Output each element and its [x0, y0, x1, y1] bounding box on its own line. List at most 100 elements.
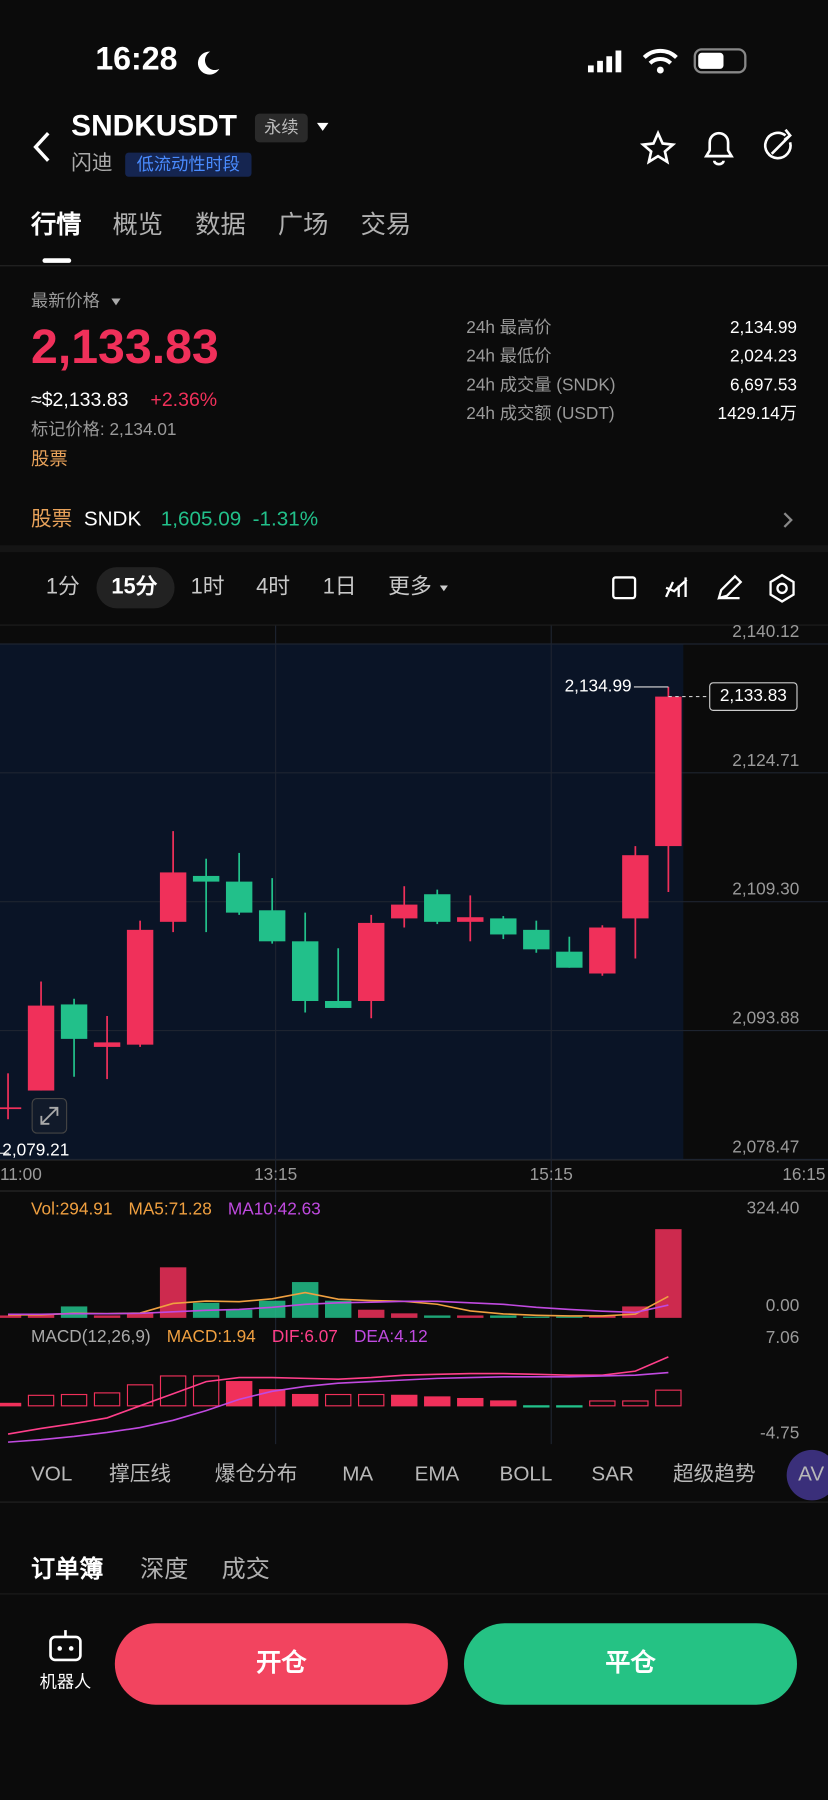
- stat-value: 2,134.99: [730, 317, 797, 337]
- interval[interactable]: 1时: [191, 574, 225, 599]
- robot-eye: [57, 1646, 63, 1651]
- tab[interactable]: 行情: [30, 210, 82, 239]
- toolbar-icons: [612, 573, 795, 603]
- y-tick-label: 2,109.30: [732, 879, 799, 899]
- stat-label: 24h 成交量 (SNDK): [466, 374, 615, 394]
- macd-bar: [589, 1400, 616, 1407]
- mark-price: 标记价格: 2,134.01: [31, 419, 176, 439]
- price-change: +2.36%: [150, 389, 217, 411]
- open-label[interactable]: 开仓: [256, 1648, 307, 1677]
- indicator-tab[interactable]: MA: [342, 1463, 373, 1486]
- fullscreen-icon[interactable]: [612, 576, 637, 600]
- stat-label: 24h 最低价: [466, 346, 551, 366]
- interval[interactable]: 4时: [256, 574, 290, 599]
- indicator-tab[interactable]: 爆仓分布: [215, 1463, 298, 1486]
- indicator-tab[interactable]: SAR: [591, 1463, 633, 1486]
- badge-bg: [125, 152, 252, 177]
- close-button[interactable]: [463, 1623, 797, 1705]
- expand-icon[interactable]: [40, 1106, 59, 1125]
- price-label: 最新价格: [31, 290, 100, 310]
- volume-bar: [93, 1315, 121, 1318]
- volume-bar: [60, 1306, 88, 1318]
- candle-body: [27, 1005, 55, 1091]
- orderbook-tab[interactable]: 成交: [222, 1556, 270, 1583]
- candle-body: [93, 1042, 121, 1047]
- x-tick-label: 13:15: [254, 1164, 297, 1184]
- robot-eye: [68, 1646, 74, 1651]
- low-marker-label: 2,079.21: [2, 1140, 69, 1160]
- macd-bar: [358, 1393, 385, 1407]
- interval[interactable]: 1分: [46, 574, 80, 599]
- indicator-tab[interactable]: BOLL: [500, 1463, 553, 1486]
- volume-bar: [225, 1309, 253, 1318]
- indicator-bubble[interactable]: [786, 1449, 828, 1501]
- share-icon[interactable]: [764, 128, 792, 160]
- indicator-line: [7, 1356, 669, 1435]
- robot-label[interactable]: 机器人: [40, 1671, 92, 1691]
- volume-bar: [126, 1313, 154, 1318]
- tab[interactable]: 交易: [361, 211, 412, 239]
- macd-bar: [60, 1393, 88, 1407]
- legend-label: DEA:4.12: [354, 1326, 428, 1346]
- indicator-tab[interactable]: 超级趋势: [673, 1463, 756, 1486]
- chevron[interactable]: [783, 512, 793, 528]
- y-tick-label: 324.40: [747, 1197, 800, 1217]
- open-button[interactable]: [114, 1623, 448, 1705]
- tab[interactable]: 数据: [195, 211, 246, 239]
- interval[interactable]: 更多: [388, 574, 432, 599]
- candle-body: [622, 855, 649, 919]
- orderbook-tab[interactable]: 深度: [140, 1556, 188, 1583]
- y-tick-label: 2,140.12: [732, 621, 799, 641]
- close-label[interactable]: 平仓: [605, 1648, 656, 1677]
- dropdown-icon[interactable]: [439, 585, 448, 592]
- indicator-tab[interactable]: AV: [798, 1463, 824, 1486]
- symbol[interactable]: SNDKUSDT: [71, 109, 237, 142]
- orderbook-tab[interactable]: 订单簿: [31, 1555, 103, 1583]
- candle-body: [655, 696, 682, 847]
- divider: [0, 265, 828, 267]
- y-tick-label: -4.75: [760, 1422, 799, 1442]
- stock-change: -1.31%: [253, 507, 318, 530]
- candle-body: [60, 1004, 88, 1039]
- macd-bar: [192, 1375, 220, 1407]
- y-tick-label: 2,093.88: [732, 1008, 799, 1028]
- back-button[interactable]: [33, 131, 50, 162]
- indicator-tab[interactable]: VOL: [31, 1463, 72, 1486]
- divider: [0, 545, 828, 553]
- interval[interactable]: 1日: [323, 574, 357, 599]
- macd-bar: [324, 1393, 352, 1407]
- indicator-icon[interactable]: [665, 577, 688, 598]
- tab[interactable]: 广场: [278, 211, 329, 239]
- legend-label: MA10:42.63: [228, 1198, 321, 1218]
- legend-label: MACD:1.94: [167, 1326, 256, 1346]
- settings-dot[interactable]: [776, 582, 788, 595]
- candle-body: [225, 881, 253, 913]
- volume-bar: [490, 1315, 517, 1318]
- dropdown-icon[interactable]: [111, 298, 121, 306]
- volume-bar: [358, 1309, 385, 1318]
- volume-bar: [457, 1315, 484, 1318]
- candle-body: [556, 951, 583, 968]
- settings-icon[interactable]: [769, 573, 795, 603]
- volume-bar: [523, 1316, 550, 1318]
- volume-bar: [556, 1316, 583, 1318]
- volume-bar: [655, 1229, 682, 1318]
- clock: 16:28: [95, 40, 177, 76]
- favorite-icon[interactable]: [639, 129, 677, 165]
- y-tick-label: 2,078.47: [732, 1137, 799, 1157]
- charts: 2,140.12 2,124.71 2,109.30 2,093.88 2,078.47…: [0, 621, 828, 1445]
- tab[interactable]: 概览: [113, 211, 164, 239]
- candle-body: [589, 927, 616, 974]
- interval[interactable]: 15分: [111, 574, 157, 599]
- indicator-tab[interactable]: 撑压线: [109, 1463, 171, 1486]
- tab-indicator: [42, 258, 72, 263]
- indicator-tab[interactable]: EMA: [415, 1463, 460, 1486]
- draw-icon[interactable]: [717, 574, 743, 600]
- last-price: 2,133.83: [31, 320, 219, 374]
- alert-icon[interactable]: [703, 131, 734, 166]
- asset-name: 闪迪: [71, 152, 112, 175]
- dropdown-icon[interactable]: [316, 122, 329, 131]
- volume-bar: [0, 1315, 22, 1318]
